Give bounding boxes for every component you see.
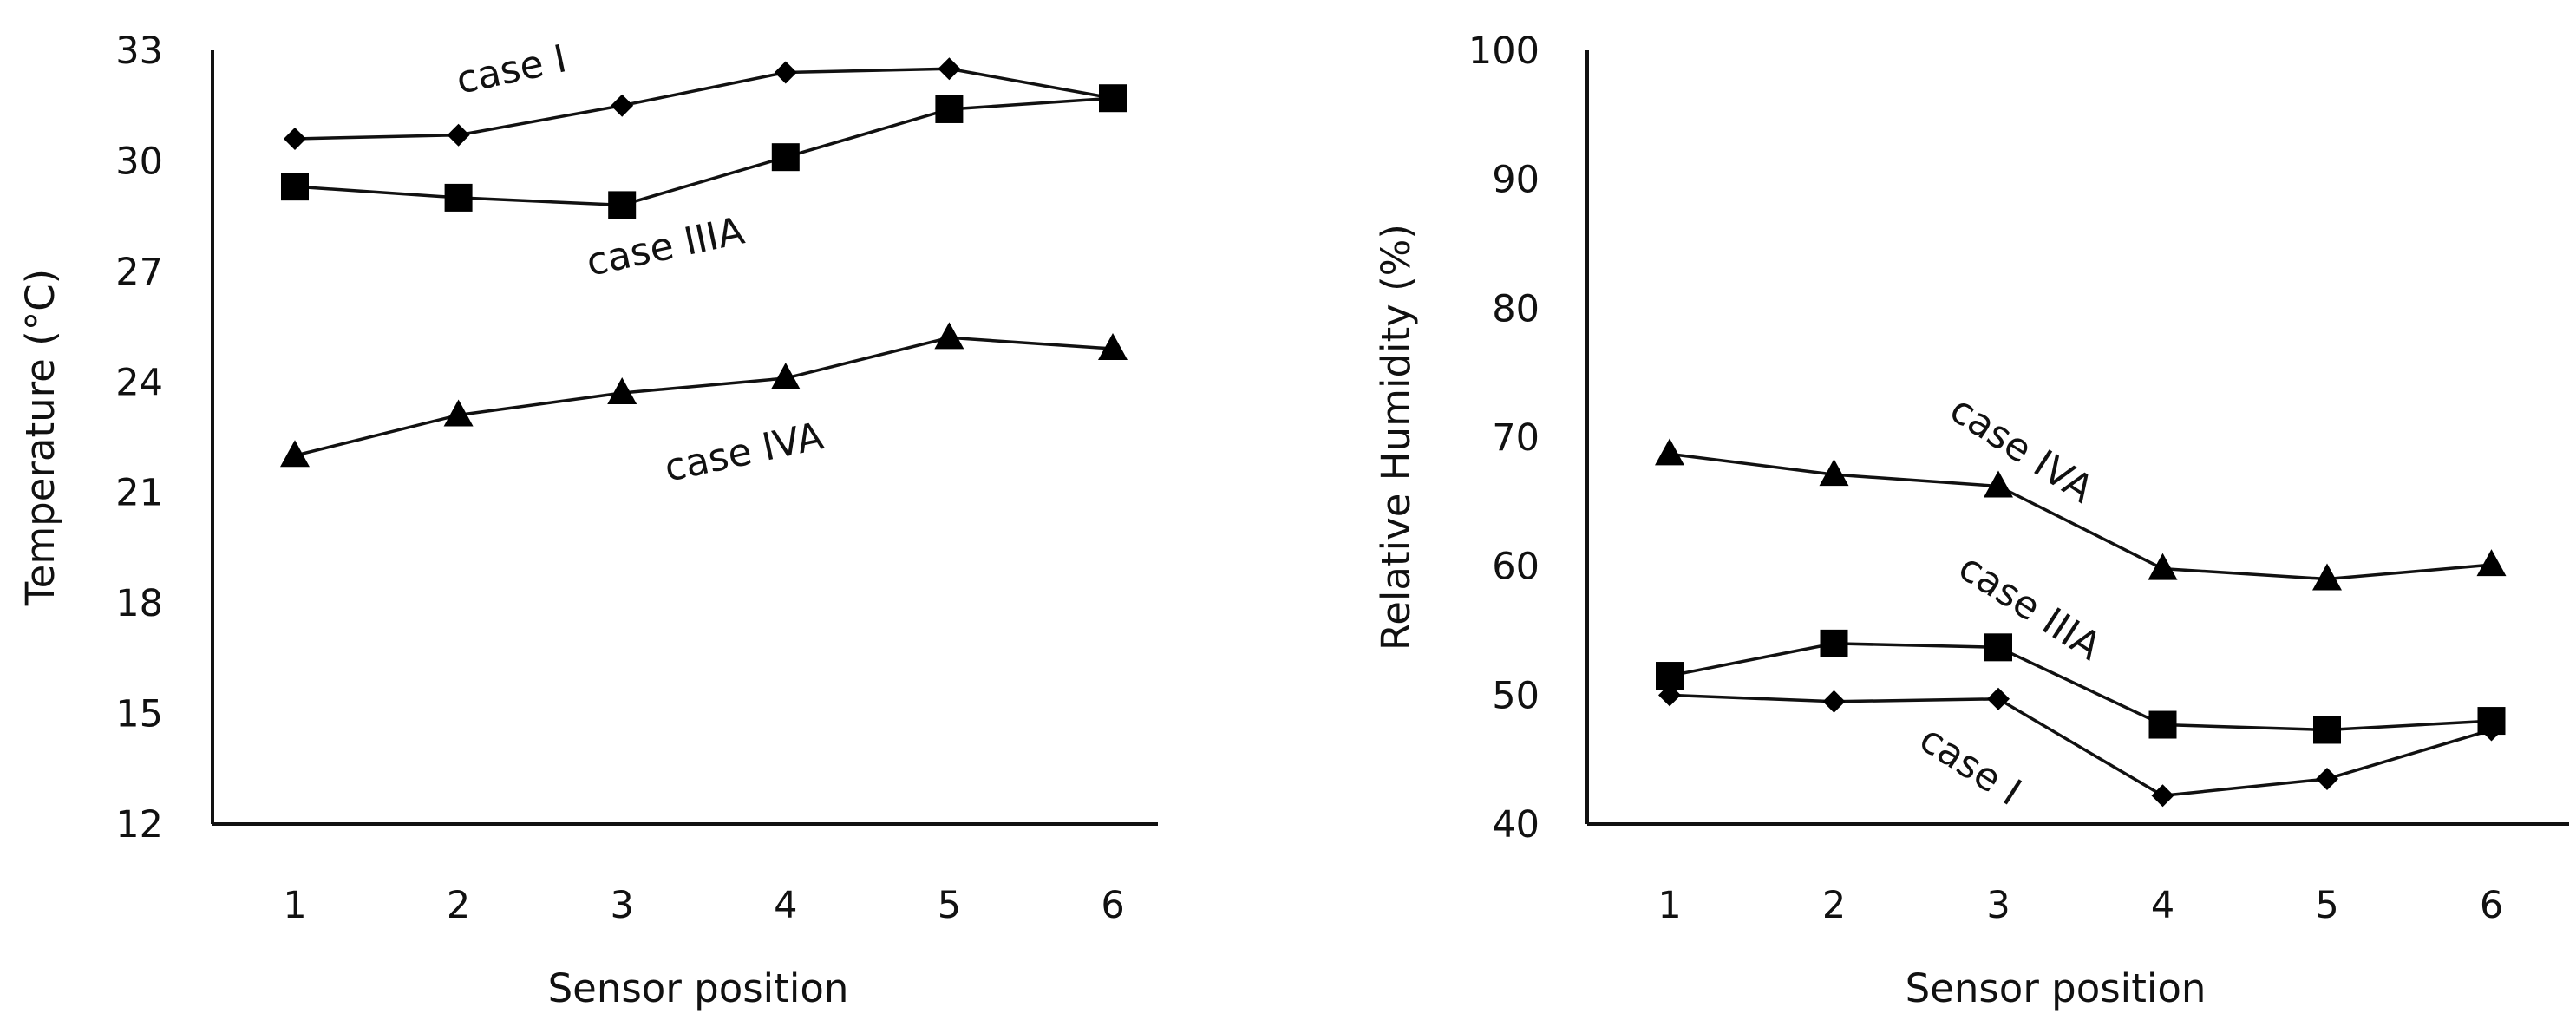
x-tick-label: 1 (283, 884, 306, 927)
y-tick-label: 70 (1492, 416, 1540, 460)
data-point-case-iiia (2313, 716, 2341, 744)
y-tick-label: 60 (1492, 546, 1540, 589)
y-tick-label: 30 (115, 140, 163, 183)
annotation-case-i: case I (453, 36, 571, 103)
series-line-case-iiia (294, 96, 1114, 207)
y-tick-label: 27 (115, 251, 163, 294)
series-line-case-iiia (1669, 642, 2492, 732)
y-tick-label: 12 (115, 803, 163, 847)
x-tick-label: 6 (2480, 884, 2503, 927)
annotation-case-iva: case IVA (1942, 387, 2101, 512)
data-point-case-iva (1819, 459, 1849, 487)
data-point-case-iiia (771, 143, 800, 172)
x-tick-label: 1 (1657, 884, 1681, 927)
data-point-case-i (1987, 687, 2010, 710)
y-axis-label: Relative Humidity (%) (1373, 224, 1419, 651)
data-point-case-i (611, 94, 634, 117)
y-tick-label: 50 (1492, 674, 1540, 717)
x-axis-label: Sensor position (1906, 965, 2207, 1011)
data-point-case-iiia (1656, 662, 1684, 690)
annotation-case-iiia: case IIIA (583, 209, 749, 285)
series-line-case-iva (1669, 452, 2492, 581)
x-tick-label: 5 (2315, 884, 2338, 927)
x-tick-label: 2 (1822, 884, 1846, 927)
x-tick-label: 5 (938, 884, 961, 927)
y-tick-label: 15 (115, 693, 163, 736)
x-axis-label: Sensor position (548, 965, 849, 1011)
y-tick-label: 21 (115, 472, 163, 515)
annotation-case-iva: case IVA (661, 414, 827, 490)
annotation-case-i: case I (1912, 716, 2029, 814)
data-point-case-iiia (1099, 84, 1127, 113)
data-point-case-i (938, 57, 961, 81)
data-point-case-iiia (1984, 633, 2012, 662)
series-line-case-i (294, 67, 1114, 141)
data-point-case-iiia (281, 173, 309, 201)
y-tick-label: 100 (1468, 29, 1540, 73)
data-point-case-iva (443, 399, 474, 427)
y-tick-label: 18 (115, 582, 163, 625)
humidity-chart: Relative Humidity (%) Sensor position 40… (1373, 29, 2569, 1011)
x-tick-label: 3 (1986, 884, 2010, 927)
data-point-case-iiia (608, 191, 637, 219)
x-tick-label: 4 (2151, 884, 2174, 927)
data-point-case-i (1822, 690, 1846, 713)
data-point-case-i (2316, 767, 2338, 790)
data-point-case-iva (1655, 438, 1684, 466)
annotation-case-iiia: case IIIA (1951, 545, 2109, 669)
data-point-case-iiia (2477, 707, 2506, 736)
data-point-case-iva (2312, 563, 2342, 591)
data-point-case-i (447, 123, 470, 147)
data-point-case-iva (2148, 553, 2178, 580)
y-axis-label: Temperature (°C) (17, 269, 63, 606)
data-point-case-iiia (935, 95, 964, 123)
data-point-case-iiia (2148, 710, 2177, 739)
data-point-case-iva (607, 377, 637, 405)
data-point-case-iva (2476, 549, 2507, 577)
data-point-case-iva (280, 440, 310, 468)
x-tick-label: 3 (611, 884, 634, 927)
y-tick-label: 40 (1492, 803, 1540, 847)
data-point-case-iiia (1820, 629, 1848, 657)
y-tick-label: 80 (1492, 287, 1540, 330)
series-line-case-iva (294, 336, 1114, 457)
x-tick-label: 2 (447, 884, 470, 927)
x-tick-label: 4 (774, 884, 797, 927)
y-tick-label: 33 (115, 29, 163, 73)
data-point-case-iva (1984, 470, 2013, 498)
data-point-case-i (284, 127, 306, 150)
temperature-chart: Temperature (°C) Sensor position 1215182… (17, 29, 1158, 1011)
data-point-case-iva (770, 363, 801, 390)
x-tick-label: 6 (1101, 884, 1124, 927)
data-point-case-iva (1098, 333, 1128, 361)
data-point-case-iva (934, 322, 964, 350)
data-point-case-i (2151, 784, 2174, 808)
data-point-case-iiia (444, 183, 473, 212)
data-point-case-i (774, 61, 797, 84)
y-tick-label: 24 (115, 361, 163, 404)
series-line-case-i (1669, 693, 2492, 798)
y-tick-label: 90 (1492, 159, 1540, 202)
